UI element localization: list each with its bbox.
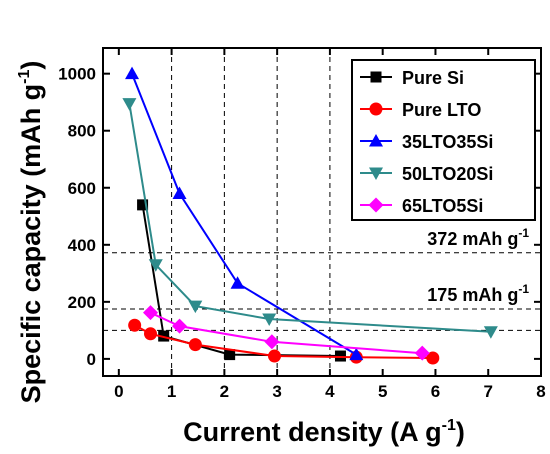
- y-axis-title: Specific capacity (mAh g-1): [16, 61, 46, 404]
- series-line: [131, 73, 357, 356]
- data-point: [188, 338, 202, 352]
- plot-frame: [102, 47, 542, 377]
- legend-label: Pure LTO: [402, 100, 481, 120]
- y-tick-label: 600: [68, 179, 96, 198]
- data-point: [230, 276, 245, 289]
- data-point: [142, 305, 158, 321]
- data-point: [143, 327, 157, 341]
- y-tick-label: 0: [87, 350, 96, 369]
- data-point: [172, 186, 187, 199]
- legend-marker: [369, 167, 383, 180]
- x-tick-label: 4: [325, 382, 335, 401]
- reference-line-label: 175 mAh g-1: [427, 282, 529, 305]
- legend-label: 50LTO20Si: [402, 164, 493, 184]
- reference-lines: [103, 252, 541, 331]
- data-point: [224, 349, 236, 361]
- data-point: [349, 347, 364, 361]
- legend-label: 35LTO35Si: [402, 132, 493, 152]
- series-4: [142, 305, 430, 361]
- data-point: [414, 345, 430, 361]
- legend-label: Pure Si: [402, 68, 464, 88]
- x-tick-label: 3: [272, 382, 281, 401]
- x-tick-label: 7: [483, 382, 492, 401]
- grid-lines: [171, 48, 331, 376]
- data-point: [137, 199, 149, 211]
- data-point: [426, 351, 440, 365]
- legend-marker: [370, 71, 382, 83]
- data-point: [125, 66, 140, 80]
- y-tick-label: 1000: [58, 65, 96, 84]
- x-axis-title: Current density (A g-1): [183, 417, 465, 447]
- legend-label: 65LTO5Si: [402, 196, 483, 216]
- reference-line-label: 372 mAh g-1: [427, 226, 529, 249]
- axis-ticks: 0 1 2 3 4 5 6 7 8 0 200 400 600 800 1000: [58, 48, 546, 401]
- series-1: [128, 318, 440, 365]
- legend-marker: [368, 197, 384, 213]
- y-tick-label: 800: [68, 122, 96, 141]
- x-tick-label: 0: [114, 382, 123, 401]
- legend-marker: [369, 102, 383, 116]
- series-3: [122, 98, 498, 339]
- x-tick-label: 2: [220, 382, 229, 401]
- legend: Pure Si Pure LTO 35LTO35Si 50LTO20Si 65LTO5S…: [351, 59, 536, 221]
- data-point: [268, 349, 282, 363]
- data-point: [264, 334, 280, 350]
- annotations: 372 mAh g-1 175 mAh g-1: [427, 226, 529, 305]
- data-point: [128, 318, 142, 332]
- x-tick-label: 1: [167, 382, 176, 401]
- legend-marker: [369, 134, 383, 147]
- series-line: [150, 311, 423, 355]
- x-tick-label: 6: [431, 382, 440, 401]
- data-point: [148, 259, 163, 272]
- series-2: [125, 66, 364, 361]
- series-line: [141, 204, 341, 357]
- series-layer: [122, 66, 498, 365]
- data-point: [483, 326, 498, 339]
- data-point: [122, 98, 137, 111]
- x-tick-label: 5: [378, 382, 387, 401]
- data-point: [262, 313, 277, 326]
- y-tick-label: 200: [68, 293, 96, 312]
- data-point: [188, 300, 203, 314]
- y-tick-label: 400: [68, 236, 96, 255]
- x-tick-label: 8: [536, 382, 545, 401]
- data-point: [172, 318, 188, 334]
